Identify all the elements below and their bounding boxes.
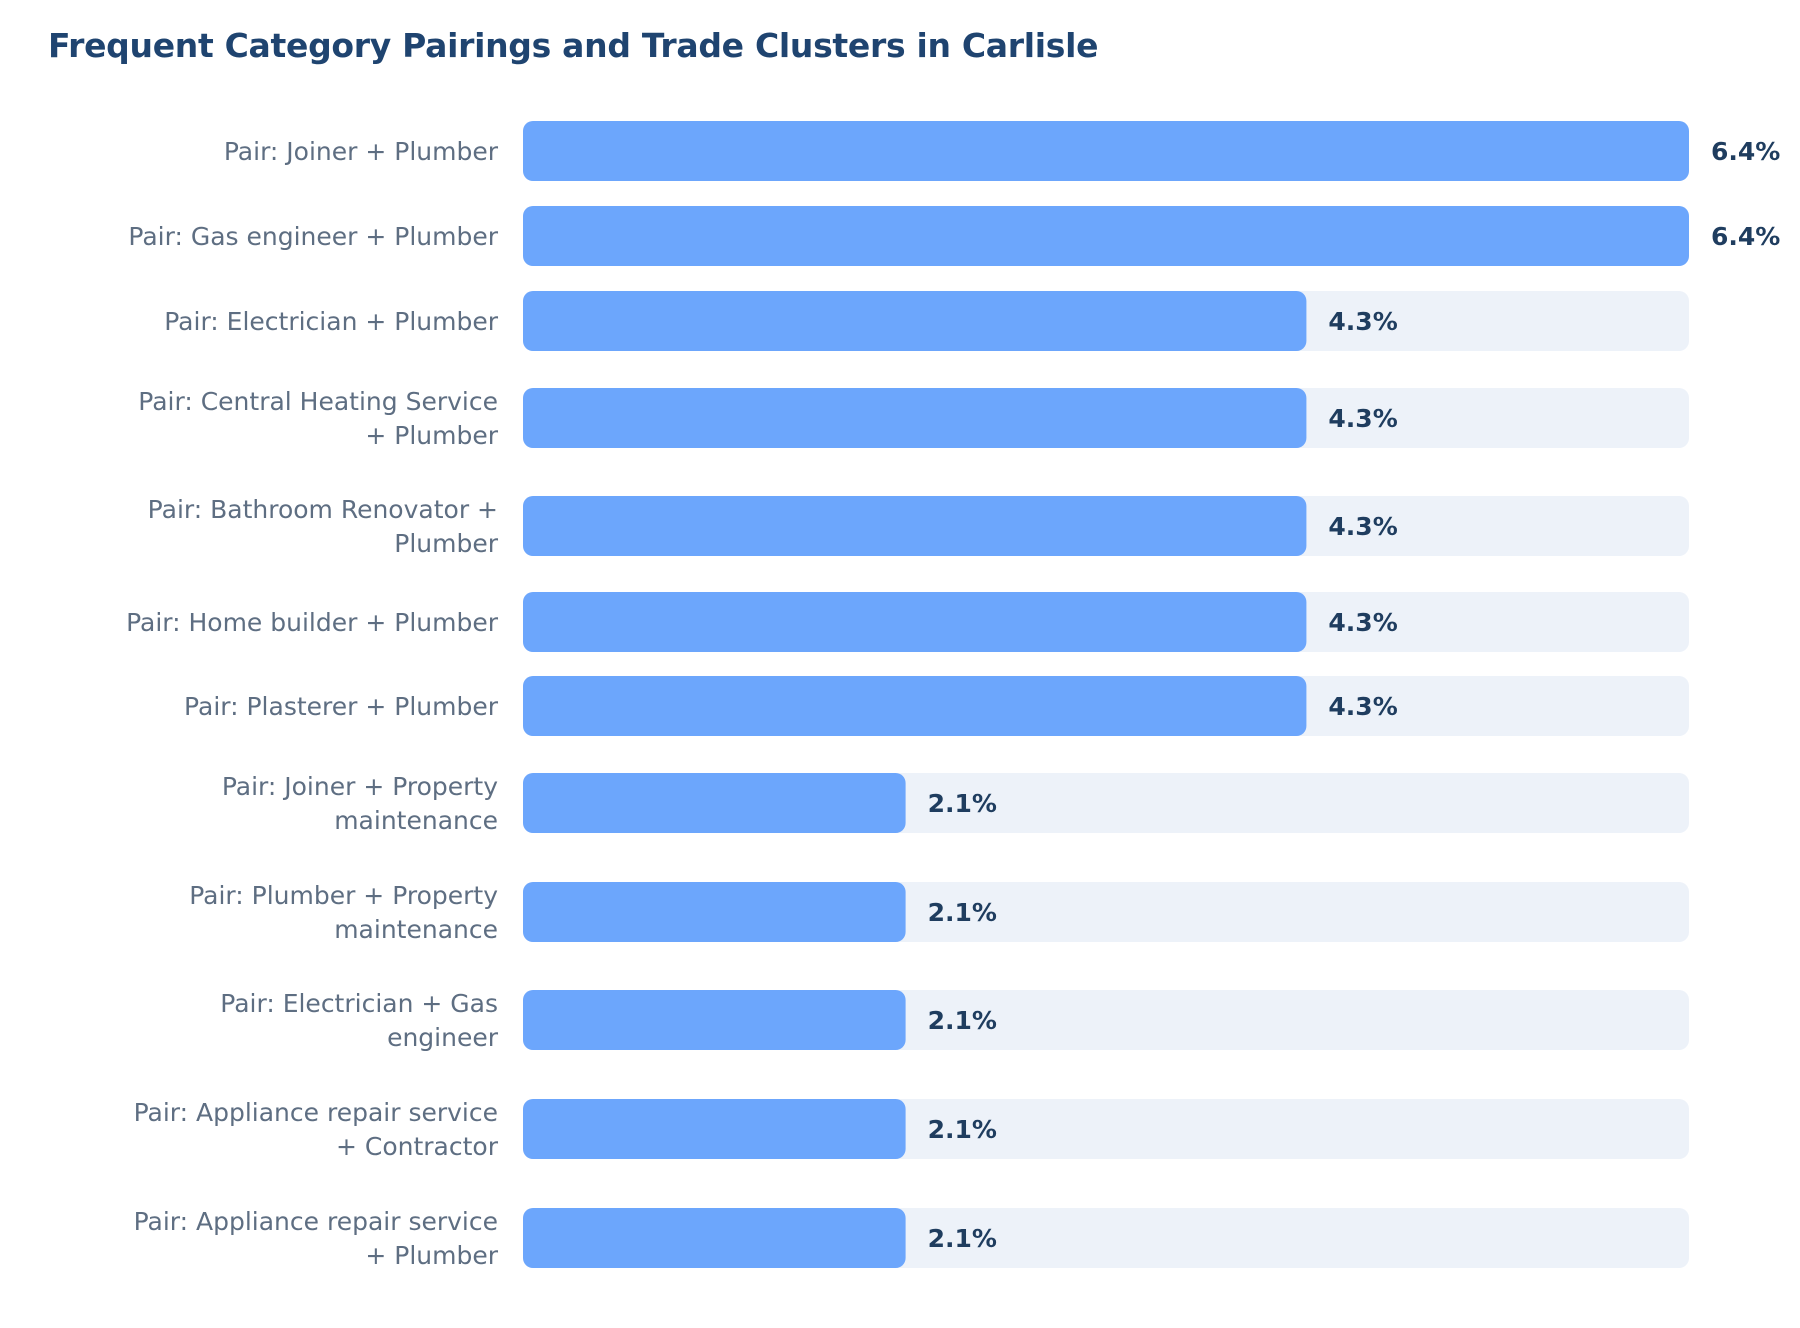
value-label: 2.1% (928, 1224, 997, 1253)
bar-row: Pair: Central Heating Service + Plumber 4.… (138, 387, 1689, 450)
bar (523, 388, 1307, 448)
category-label: Pair: Joiner + Property maintenance (222, 772, 498, 835)
value-label: 4.3% (1328, 608, 1397, 637)
value-label: 4.3% (1328, 512, 1397, 541)
chart-title: Frequent Category Pairings and Trade Clu… (48, 26, 1099, 65)
category-label: Pair: Home builder + Plumber (126, 608, 499, 637)
bar-row: Pair: Appliance repair service + Plumber 2… (134, 1207, 1689, 1270)
value-label: 6.4% (1711, 222, 1780, 251)
value-label: 2.1% (928, 898, 997, 927)
value-label: 6.4% (1711, 137, 1780, 166)
category-label: Pair: Appliance repair service + Plumber (134, 1207, 499, 1270)
value-label: 2.1% (928, 1006, 997, 1035)
bar-row: Pair: Electrician + Gas engineer 2.1% (220, 989, 1689, 1052)
category-label: Pair: Joiner + Plumber (224, 137, 499, 166)
bar (523, 121, 1689, 181)
bar-row: Pair: Appliance repair service + Contract… (134, 1098, 1689, 1161)
bar-row: Pair: Plasterer + Plumber 4.3% (184, 676, 1689, 736)
bar (523, 1208, 906, 1268)
category-label: Pair: Appliance repair service + Contract… (134, 1098, 499, 1161)
bar (523, 676, 1307, 736)
bar (523, 773, 906, 833)
bar-row: Pair: Plumber + Property maintenance 2.1% (189, 881, 1689, 944)
bar (523, 1099, 906, 1159)
category-label: Pair: Electrician + Gas engineer (220, 989, 498, 1052)
category-label: Pair: Plumber + Property maintenance (189, 881, 498, 944)
value-label: 2.1% (928, 789, 997, 818)
value-label: 4.3% (1328, 404, 1397, 433)
bar (523, 206, 1689, 266)
bar-row: Pair: Bathroom Renovator + Plumber 4.3% (148, 495, 1689, 558)
bar-row: Pair: Joiner + Property maintenance 2.1% (222, 772, 1689, 835)
value-label: 4.3% (1328, 692, 1397, 721)
value-label: 4.3% (1328, 307, 1397, 336)
value-label: 2.1% (928, 1115, 997, 1144)
bar-row: Pair: Electrician + Plumber 4.3% (164, 291, 1689, 351)
category-label: Pair: Gas engineer + Plumber (128, 222, 498, 251)
category-label: Pair: Central Heating Service + Plumber (138, 387, 498, 450)
category-label: Pair: Bathroom Renovator + Plumber (148, 495, 499, 558)
bar (523, 882, 906, 942)
bars-layer: Pair: Joiner + Plumber 6.4%Pair: Gas engi… (126, 121, 1780, 1270)
bar (523, 496, 1307, 556)
bar-row: Pair: Joiner + Plumber 6.4% (224, 121, 1780, 181)
bar (523, 592, 1307, 652)
bar-row: Pair: Gas engineer + Plumber 6.4% (128, 206, 1780, 266)
category-label: Pair: Electrician + Plumber (164, 307, 498, 336)
bar-row: Pair: Home builder + Plumber 4.3% (126, 592, 1689, 652)
bar (523, 990, 906, 1050)
bar (523, 291, 1307, 351)
category-label: Pair: Plasterer + Plumber (184, 692, 499, 721)
